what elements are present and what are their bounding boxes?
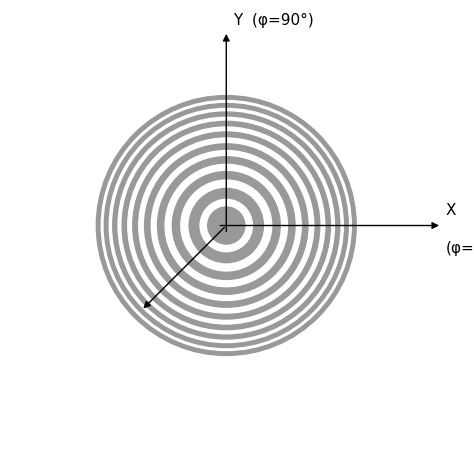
Circle shape: [165, 164, 287, 287]
Circle shape: [181, 180, 272, 271]
Circle shape: [200, 200, 253, 252]
Circle shape: [113, 112, 340, 339]
Circle shape: [145, 144, 308, 307]
Circle shape: [109, 109, 343, 343]
Circle shape: [133, 132, 320, 319]
Circle shape: [157, 157, 295, 294]
Circle shape: [139, 138, 314, 313]
Circle shape: [173, 172, 280, 280]
Circle shape: [104, 103, 348, 347]
Circle shape: [151, 151, 301, 301]
Text: Y  (φ=90°): Y (φ=90°): [233, 12, 314, 27]
Circle shape: [189, 188, 264, 263]
Text: (φ=: (φ=: [446, 241, 474, 256]
Circle shape: [122, 121, 330, 329]
Circle shape: [101, 100, 351, 350]
Circle shape: [96, 96, 356, 356]
Circle shape: [208, 207, 245, 244]
Text: X: X: [446, 203, 456, 219]
Circle shape: [118, 118, 335, 334]
Circle shape: [128, 127, 325, 324]
